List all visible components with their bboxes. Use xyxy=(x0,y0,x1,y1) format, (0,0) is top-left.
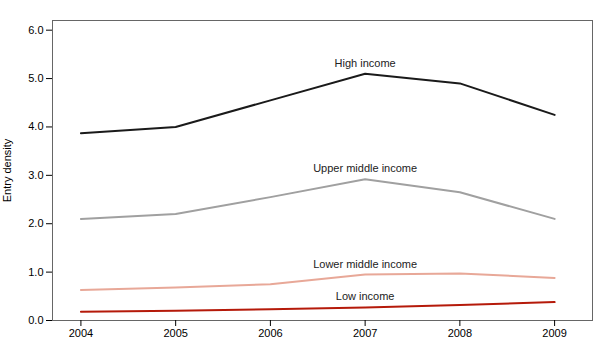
svg-text:1.0: 1.0 xyxy=(28,266,43,278)
svg-text:2007: 2007 xyxy=(353,327,377,339)
svg-text:2008: 2008 xyxy=(448,327,472,339)
svg-text:2009: 2009 xyxy=(542,327,566,339)
svg-text:2006: 2006 xyxy=(258,327,282,339)
svg-text:2004: 2004 xyxy=(69,327,93,339)
svg-text:Lower middle income: Lower middle income xyxy=(313,258,417,270)
svg-text:3.0: 3.0 xyxy=(28,169,43,181)
svg-text:High income: High income xyxy=(335,57,396,69)
svg-text:Low income: Low income xyxy=(336,290,395,302)
svg-text:5.0: 5.0 xyxy=(28,72,43,84)
svg-text:2.0: 2.0 xyxy=(28,217,43,229)
svg-text:4.0: 4.0 xyxy=(28,120,43,132)
svg-text:0.0: 0.0 xyxy=(28,314,43,326)
svg-text:2005: 2005 xyxy=(163,327,187,339)
svg-text:Upper middle income: Upper middle income xyxy=(313,162,417,174)
svg-text:Entry density: Entry density xyxy=(1,138,13,202)
svg-text:6.0: 6.0 xyxy=(28,24,43,36)
